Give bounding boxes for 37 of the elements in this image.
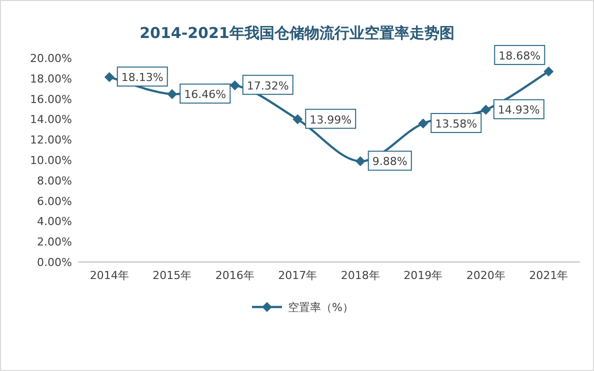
point xyxy=(544,66,554,76)
x-tick-label: 2016年 xyxy=(215,269,254,282)
x-tick-label: 2017年 xyxy=(278,269,318,282)
x-tick-label: 2014年 xyxy=(90,269,129,282)
y-tick-label: 2.00% xyxy=(37,236,72,249)
data-label: 18.13% xyxy=(121,71,164,84)
y-tick-label: 18.00% xyxy=(30,72,72,86)
legend-label: 空置率（%） xyxy=(288,301,354,314)
point xyxy=(355,156,366,166)
point xyxy=(292,114,303,124)
y-tick-label: 4.00% xyxy=(37,215,72,228)
point xyxy=(104,72,114,82)
point xyxy=(418,118,428,128)
point xyxy=(230,80,240,90)
y-tick-label: 8.00% xyxy=(37,174,72,188)
y-tick-label: 16.00% xyxy=(30,92,72,106)
y-tick-label: 0.00% xyxy=(37,256,72,269)
data-label: 17.32% xyxy=(246,79,289,92)
data-label: 16.46% xyxy=(184,88,226,102)
y-tick-label: 10.00% xyxy=(30,154,72,167)
y-tick-label: 14.00% xyxy=(30,113,72,126)
y-tick-label: 12.00% xyxy=(30,134,72,147)
point xyxy=(480,104,491,115)
chart-title: 2014-2021年我国仓储物流行业空置率走势图 xyxy=(140,24,454,42)
y-tick-label: 20.00% xyxy=(30,52,72,65)
x-tick-label: 2020年 xyxy=(466,269,506,282)
data-label: 18.68% xyxy=(498,49,541,62)
point xyxy=(167,89,178,100)
data-label: 14.93% xyxy=(498,104,540,117)
data-label: 13.58% xyxy=(435,117,478,130)
data-label: 13.99% xyxy=(310,113,352,126)
x-tick-label: 2021年 xyxy=(529,269,568,282)
x-tick-label: 2019年 xyxy=(404,269,443,282)
data-label: 9.88% xyxy=(372,155,408,168)
x-tick-label: 2018年 xyxy=(340,269,380,282)
y-tick-label: 6.00% xyxy=(37,194,72,208)
x-tick-label: 2015年 xyxy=(152,269,192,282)
